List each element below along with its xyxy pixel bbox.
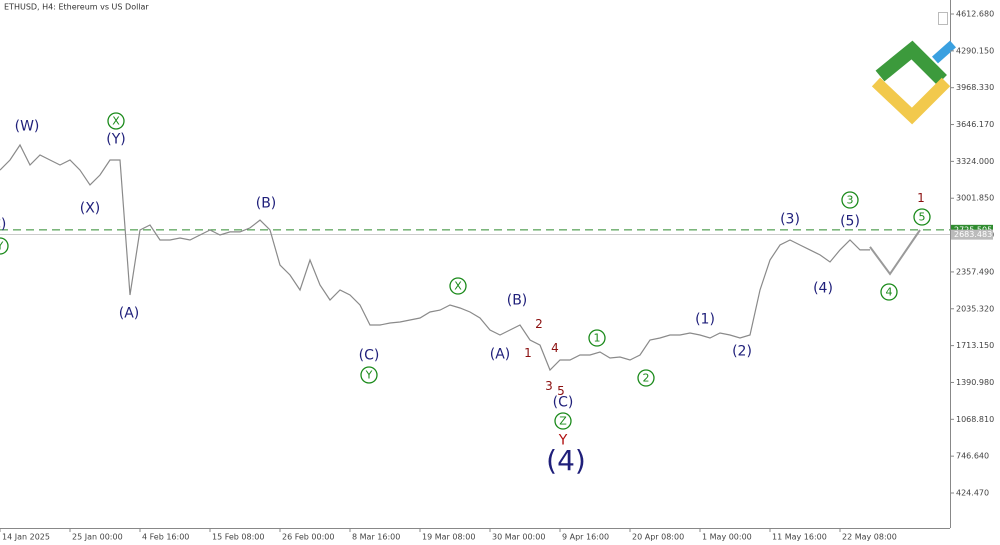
x-tick-label: 4 Feb 16:00 [142,533,189,542]
y-tick-label: 1068.810 [956,415,994,424]
y-tick-label: 4612.680 [956,10,994,19]
plot-area: 4612.680 4290.150 3968.330 3646.170 3324.000… [0,10,994,542]
wave-label: 1 [524,346,532,360]
wave-label-circled: Z [559,415,567,428]
y-tick-label: 2357.490 [956,267,994,276]
wave-circle [449,277,467,295]
wave-label: (3) [780,212,800,228]
wave-label: (W) [15,119,40,135]
forecast-path [869,229,921,276]
wave-label: (C) [359,348,380,364]
x-tick-label: 25 Jan 00:00 [72,533,123,542]
wave-circle [360,366,378,384]
x-tick-label: 22 May 08:00 [842,533,897,542]
x-tick-label: 9 Apr 16:00 [562,533,609,542]
wave-label: Y [558,433,568,449]
y-tick-label: 424.470 [956,488,989,497]
wave-circle [637,369,655,387]
wave-circle [841,191,859,209]
wave-label: (B) [256,196,277,212]
logo-blue [932,40,956,64]
wave-label-circled: 3 [847,194,854,207]
wave-label: (X) [80,201,101,217]
y-tick-label: 3324.000 [956,157,994,166]
logo [871,40,956,125]
y-tick-label: 2035.320 [956,304,994,313]
wave-circle [0,237,9,255]
price-label-box [951,229,993,240]
x-tick-label: 8 Mar 16:00 [352,533,400,542]
y-tick-label: 746.640 [956,452,989,461]
chart-title: ETHUSD, H4: Ethereum vs US Dollar [4,3,149,12]
wave-circle [554,412,572,430]
wave-circle [588,329,606,347]
wave-label: (Y) [106,132,125,148]
wave-label: (1) [695,312,715,328]
wave-label: (4) [813,281,833,297]
logo-yellow [871,77,951,125]
wave-label-circled: 5 [919,211,926,224]
wave-circle [913,208,931,226]
price-series [0,143,870,372]
one-click-icon[interactable] [938,12,948,25]
y-tick-label: 1390.980 [956,378,994,387]
wave-label: 3 [545,379,553,393]
y-tick-label: 3001.850 [956,194,994,203]
wave-label: 2 [535,317,543,331]
x-tick-label: 20 Apr 08:00 [632,533,684,542]
wave-label-circled: X [112,115,120,128]
wave-label: (C) [0,217,6,233]
x-tick-label: 14 Jan 2025 [2,533,50,542]
x-tick-label: 1 May 00:00 [702,533,752,542]
price-label: 2683.483 [954,230,992,239]
x-tick-label: 15 Feb 08:00 [212,533,264,542]
y-tick-label: 3646.170 [956,120,994,129]
wave-label: (4) [546,444,586,477]
x-tick-label: 26 Feb 00:00 [282,533,334,542]
wave-label-circled: Y [365,369,373,382]
wave-label: 1 [917,191,925,205]
wave-label: (5) [840,214,860,230]
wave-label-circled: 1 [594,332,601,345]
wave-label: (C) [553,395,574,411]
wave-label: (B) [507,293,528,309]
x-tick-label: 11 May 16:00 [772,533,827,542]
wave-label: 4 [551,341,559,355]
wave-label-circled: X [454,280,462,293]
y-tick-label: 1713.150 [956,341,994,350]
x-tick-label: 19 Mar 08:00 [422,533,475,542]
wave-circle [880,283,898,301]
wave-label-circled: 4 [886,286,893,299]
wave-label: (A) [490,347,511,363]
wave-circle [107,112,125,130]
wave-label-circled: 2 [643,372,650,385]
wave-label: (A) [119,306,140,322]
y-tick-label: 3968.330 [956,83,994,92]
y-tick-label: 4290.150 [956,46,994,55]
wave-label: 5 [557,384,565,398]
logo-green [875,40,947,85]
wave-label-circled: Y [0,240,4,253]
x-tick-label: 30 Mar 00:00 [492,533,545,542]
wave-label: (2) [732,344,752,360]
